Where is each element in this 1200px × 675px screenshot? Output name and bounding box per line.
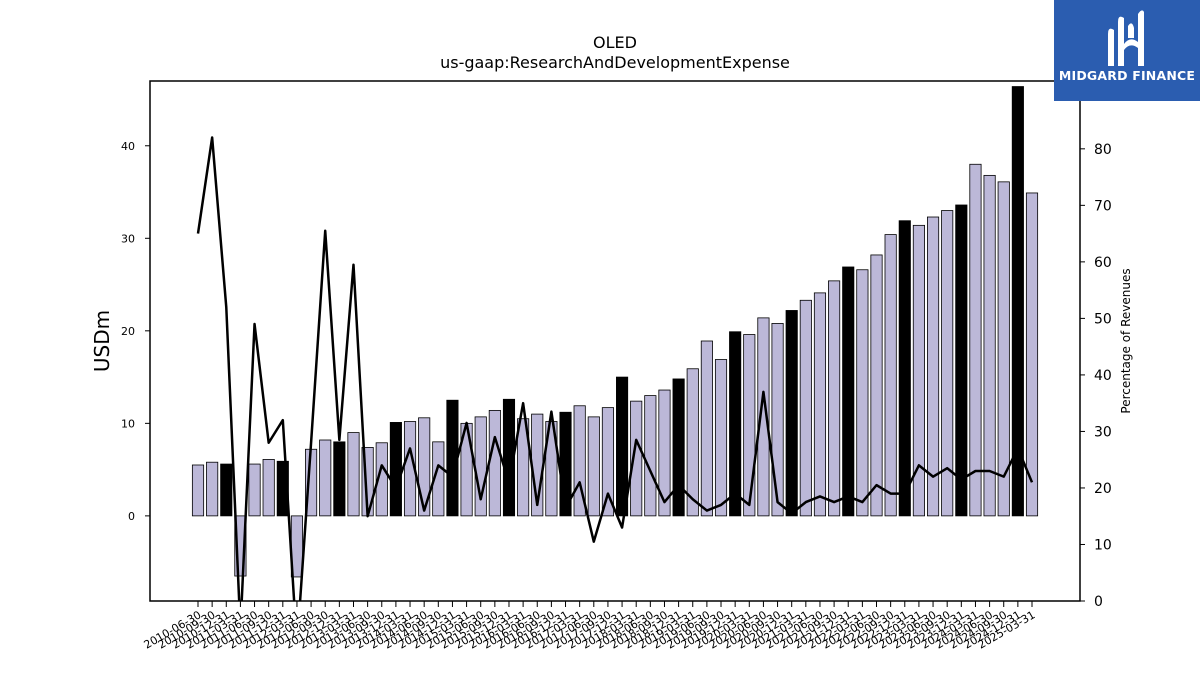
y-tick-label: 0 [128, 510, 135, 523]
bar [927, 216, 940, 517]
bar [545, 421, 558, 517]
chart-subtitle: us-gaap:ResearchAndDevelopmentExpense [440, 53, 790, 72]
y-tick-label: 20 [121, 325, 135, 338]
y2-tick-label: 40 [1094, 368, 1112, 384]
bar [276, 460, 289, 517]
bar [630, 400, 643, 517]
bar [333, 441, 346, 517]
bar [955, 204, 968, 517]
bar [644, 395, 657, 517]
bar [601, 407, 614, 517]
y2-tick-label: 50 [1094, 311, 1112, 327]
y-tick-label: 30 [121, 232, 135, 245]
right-axis: 0 10 20 30 40 50 60 70 80 [1080, 142, 1112, 610]
bar [573, 405, 586, 517]
bar [206, 461, 219, 517]
bar [319, 439, 332, 517]
bar [884, 234, 897, 517]
bar [474, 416, 487, 517]
bar [672, 378, 685, 517]
bar [799, 299, 812, 517]
bar [1025, 192, 1039, 517]
percentage-line [196, 136, 1034, 601]
bar [771, 323, 784, 517]
bar [729, 331, 742, 517]
y-axis-label: USDm [90, 310, 114, 372]
logo: MIDGARD FINANCE [1054, 0, 1200, 101]
logo-mark-icon [1108, 10, 1144, 67]
bar [983, 174, 996, 517]
bar [248, 463, 261, 517]
bar [898, 220, 911, 517]
bar [517, 418, 530, 517]
y2-tick-label: 10 [1094, 537, 1112, 553]
bar [587, 416, 600, 517]
plot-area [191, 86, 1039, 601]
bar [757, 317, 770, 517]
bar [658, 389, 671, 517]
y2-axis-label: Percentage of Revenues [1119, 268, 1133, 413]
bar [220, 463, 233, 517]
bar [714, 359, 728, 517]
bar [432, 441, 445, 517]
y2-tick-label: 30 [1094, 424, 1112, 440]
plot-frame [149, 80, 1081, 602]
bar [191, 464, 205, 517]
bar [912, 224, 925, 517]
left-axis: 0 10 20 30 40 [121, 140, 150, 523]
bar [686, 368, 699, 517]
bar [856, 269, 869, 517]
bar [969, 163, 982, 517]
y2-tick-label: 80 [1094, 142, 1112, 158]
bar [234, 515, 247, 577]
bar [347, 432, 360, 517]
bar [700, 340, 713, 517]
y2-tick-label: 0 [1094, 594, 1103, 610]
bar [785, 310, 798, 517]
bar [1011, 86, 1024, 517]
bar [262, 459, 275, 517]
y2-tick-label: 60 [1094, 255, 1112, 271]
y-tick-label: 10 [121, 417, 135, 430]
bar [488, 409, 501, 517]
y2-tick-label: 20 [1094, 481, 1112, 497]
bar [813, 292, 827, 517]
y-tick-label: 40 [121, 140, 135, 153]
bar [375, 442, 388, 517]
bar [941, 210, 954, 517]
bar [870, 254, 883, 517]
bar [842, 266, 855, 517]
x-axis: 2010-06-302010-09-302010-12-312011-03-31… [142, 601, 1038, 652]
chart-title: OLED [593, 33, 637, 52]
bar [389, 422, 402, 517]
bar [997, 181, 1010, 517]
bar [828, 280, 841, 517]
bar [616, 376, 629, 517]
logo-text: MIDGARD FINANCE [1058, 68, 1196, 83]
y2-tick-label: 70 [1094, 198, 1112, 214]
bar [743, 334, 756, 517]
bar [418, 417, 431, 517]
